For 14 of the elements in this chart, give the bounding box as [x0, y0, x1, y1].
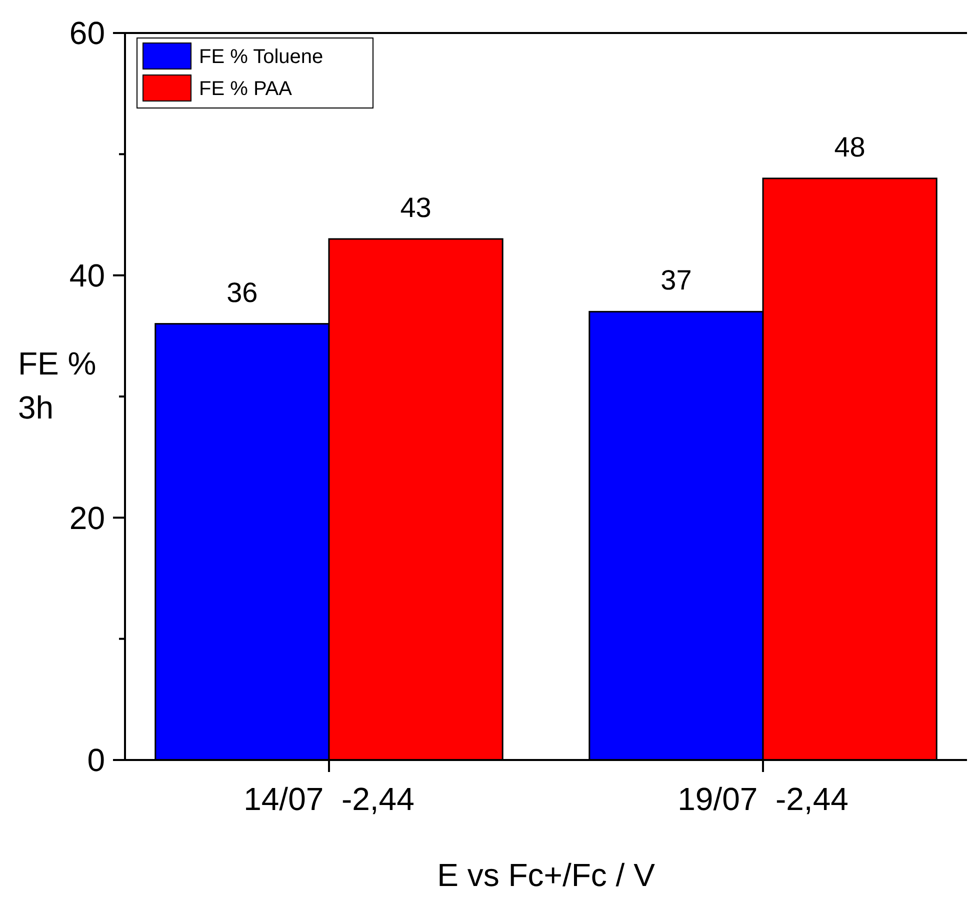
x-axis-title: E vs Fc+/Fc / V [437, 857, 656, 893]
y-tick-label: 40 [69, 258, 105, 294]
legend-label: FE % Toluene [199, 46, 324, 68]
data-label: 37 [660, 264, 692, 296]
legend-label: FE % PAA [199, 78, 293, 100]
data-label: 36 [226, 276, 258, 308]
x-tick-label: 19/07 -2,44 [678, 781, 848, 817]
x-tick-label: 14/07 -2,44 [244, 781, 414, 817]
y-tick-label: 60 [69, 15, 105, 52]
data-label: 43 [400, 192, 432, 223]
y-tick-label: 0 [87, 742, 105, 778]
y-tick-label: 20 [69, 500, 105, 536]
y-axis-title: FE % 3h [18, 346, 96, 426]
data-label: 48 [834, 131, 866, 162]
